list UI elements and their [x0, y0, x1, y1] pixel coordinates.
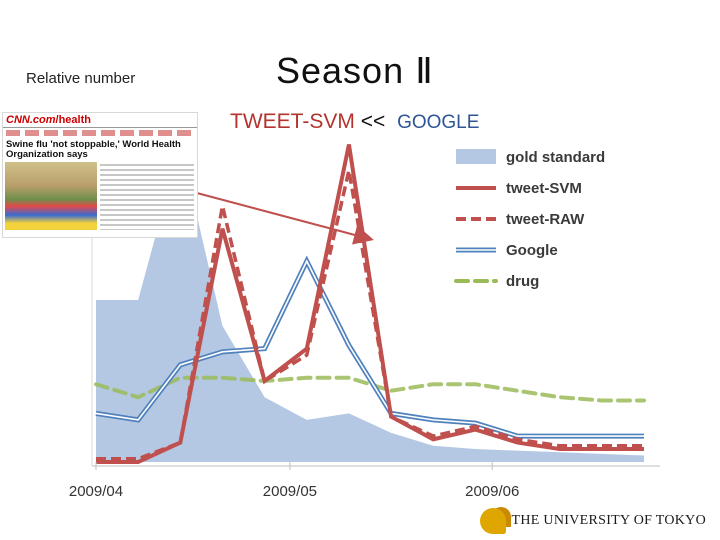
legend-swatch-gold-standard [456, 149, 496, 164]
legend-label-drug: drug [506, 273, 539, 290]
legend-label-google: Google [506, 242, 558, 259]
series-drug-line [94, 375, 646, 403]
news-nav-bar [6, 130, 194, 136]
subtitle-tweet-svm: TWEET-SVM [230, 110, 355, 133]
news-article-text [100, 164, 194, 230]
legend-label-tweet-svm: tweet-SVM [506, 180, 582, 197]
legend-label-tweet-raw: tweet-RAW [506, 211, 585, 228]
news-logo: CNN.com/health [6, 114, 91, 126]
x-tick-label-2: 2009/06 [465, 483, 519, 500]
legend-label-gold-standard: gold standard [506, 149, 605, 166]
ginkgo-logo-icon [479, 508, 506, 534]
slide-subtitle: TWEET-SVM << GOOGLE [230, 110, 479, 134]
x-tick-label-0: 2009/04 [69, 483, 123, 500]
cnn-news-screenshot: CNN.com/health Swine flu 'not stoppable,… [2, 112, 198, 238]
news-headline: Swine flu 'not stoppable,' World Health … [6, 139, 181, 160]
annotation-arrow [177, 187, 374, 245]
x-tick-label-1: 2009/05 [263, 483, 317, 500]
news-photo [5, 162, 97, 230]
series-google-line-inner [95, 259, 644, 437]
subtitle-google: GOOGLE [397, 112, 480, 133]
university-name: THE UNIVERSITY OF TOKYO [511, 513, 706, 528]
series-gold-standard-area [96, 144, 644, 463]
subtitle-separator: << [360, 110, 386, 133]
news-header: CNN.com/health [3, 113, 197, 128]
university-footer: THE UNIVERSITY OF TOKYO [479, 508, 706, 534]
y-axis-label: Relative number [26, 70, 136, 87]
series-tweet-svm-line [96, 144, 644, 464]
news-body [3, 162, 197, 232]
slide-title: Season Ⅱ [276, 50, 434, 91]
